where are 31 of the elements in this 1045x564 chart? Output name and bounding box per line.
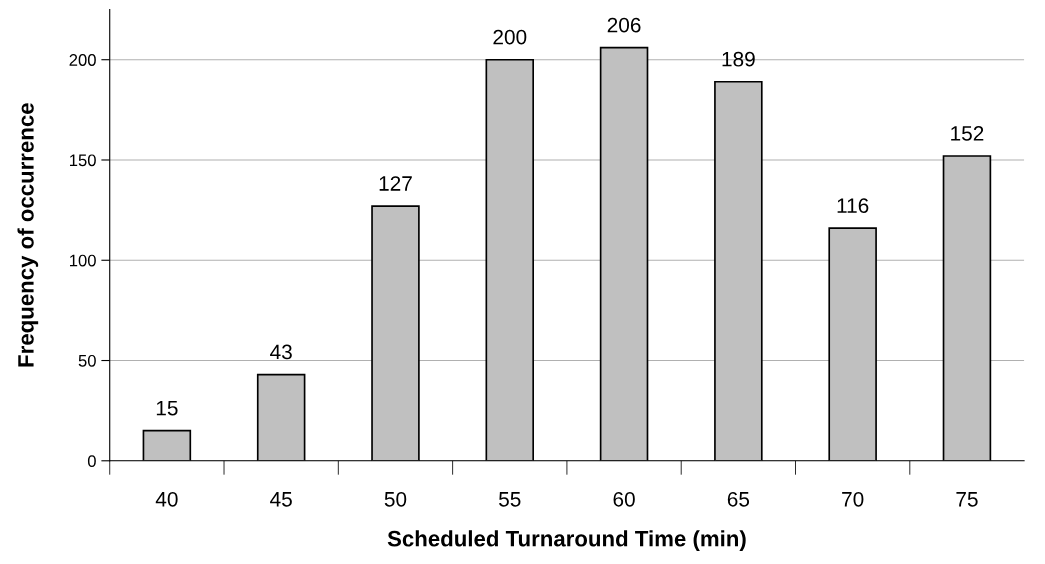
y-tick-label: 100	[70, 254, 96, 267]
bar	[599, 46, 649, 461]
data-label: 15	[156, 400, 178, 416]
bar	[714, 80, 763, 461]
data-label: 116	[837, 198, 869, 213]
bar	[371, 205, 420, 461]
bar	[828, 227, 877, 461]
y-tick-label: 150	[70, 154, 96, 167]
bar	[485, 58, 535, 461]
data-label: 127	[379, 176, 412, 191]
bar	[142, 429, 192, 461]
y-tick-label: 50	[78, 354, 96, 367]
bar	[942, 155, 992, 461]
bar	[256, 373, 306, 461]
x-tick-label: 65	[727, 491, 750, 507]
data-label: 189	[722, 51, 755, 67]
x-tick-label: 75	[956, 492, 978, 507]
data-label: 152	[951, 126, 984, 141]
y-tick-label: 200	[69, 54, 96, 66]
x-tick-label: 70	[842, 491, 864, 507]
data-label: 200	[493, 29, 527, 45]
x-tick-label: 45	[270, 492, 292, 507]
x-tick-label: 50	[384, 491, 407, 507]
y-tick-label: 0	[87, 455, 96, 467]
data-label: 43	[270, 344, 292, 360]
x-tick-label: 60	[613, 491, 635, 507]
y-axis-title: Frequency of occurrence	[17, 103, 39, 367]
x-axis-title: Scheduled Turnaround Time (min)	[387, 530, 746, 551]
x-tick-label: 55	[499, 492, 521, 507]
x-tick-label: 40	[155, 491, 178, 507]
data-label: 206	[607, 17, 641, 33]
